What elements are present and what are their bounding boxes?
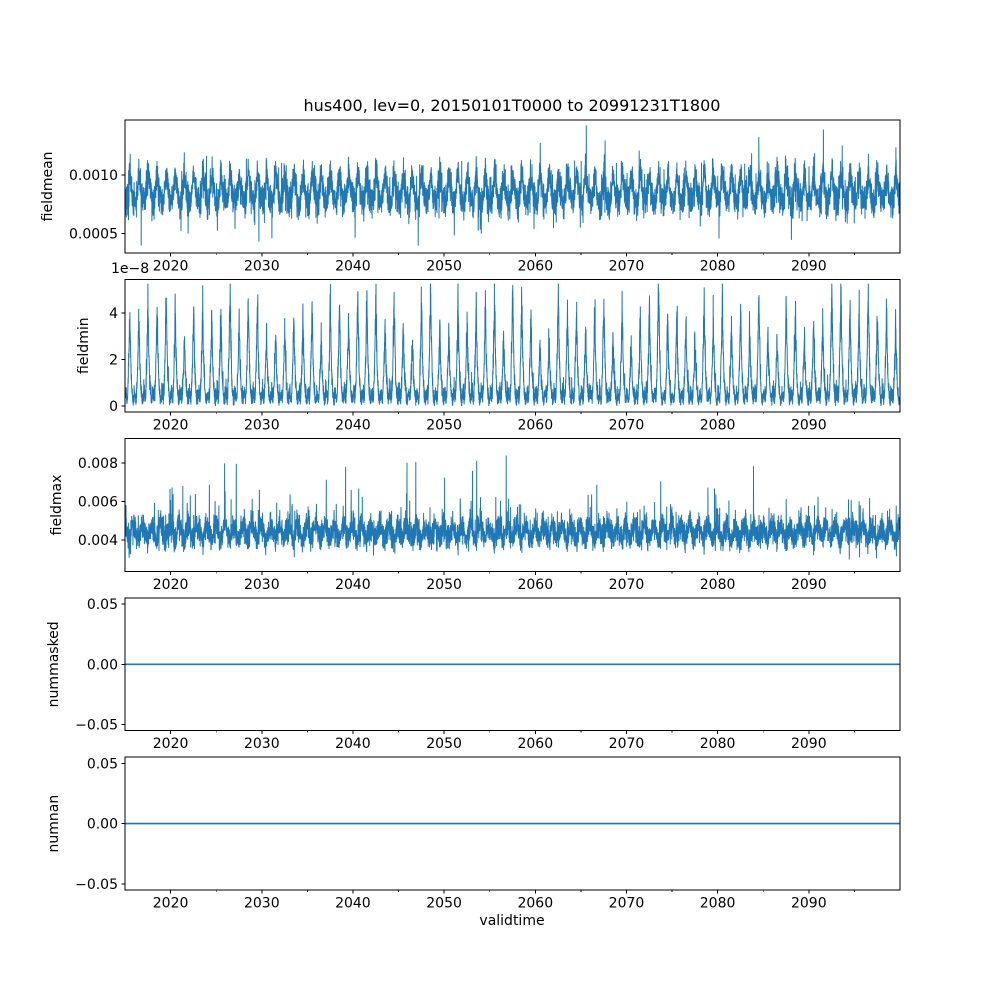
plot-border bbox=[124, 119, 901, 254]
plot-border bbox=[124, 438, 901, 572]
y-tick-label: 0.05 bbox=[87, 756, 118, 772]
y-tick-label: 0.0005 bbox=[69, 227, 118, 243]
x-tick-label: 2020 bbox=[153, 736, 189, 752]
x-tick-label: 2080 bbox=[700, 736, 736, 752]
x-tick-label: 2020 bbox=[153, 896, 189, 912]
x-tick-label: 2080 bbox=[700, 577, 736, 593]
x-tick-label: 2090 bbox=[791, 736, 827, 752]
x-tick-label: 2060 bbox=[517, 258, 553, 274]
x-tick-label: 2070 bbox=[609, 418, 645, 434]
x-tick-label: 2030 bbox=[244, 736, 280, 752]
subplot-fieldmean: 2020 2030 2040 2050 2060 2070 2080 2090 0.0005 0.… bbox=[40, 119, 901, 274]
x-tick-label: 2020 bbox=[153, 258, 189, 274]
x-tick-label: 2030 bbox=[244, 577, 280, 593]
y-tick-label: 0.004 bbox=[78, 533, 118, 549]
x-tick-label: 2090 bbox=[791, 577, 827, 593]
x-tick-label: 2070 bbox=[609, 258, 645, 274]
y-tick-label: 0.0010 bbox=[69, 168, 118, 184]
series-line-fieldmin bbox=[124, 283, 901, 407]
x-tick-label: 2040 bbox=[335, 896, 371, 912]
x-tick-label: 2090 bbox=[791, 896, 827, 912]
x-tick-label: 2080 bbox=[700, 418, 736, 434]
x-tick-label: 2050 bbox=[426, 736, 462, 752]
y-axis-label-fieldmean: fieldmean bbox=[40, 151, 56, 221]
x-tick-label: 2070 bbox=[609, 736, 645, 752]
x-tick-label: 2060 bbox=[517, 418, 553, 434]
x-tick-label: 2050 bbox=[426, 577, 462, 593]
x-tick-label: 2030 bbox=[244, 418, 280, 434]
x-tick-label: 2030 bbox=[244, 896, 280, 912]
chart-title: hus400, lev=0, 20150101T0000 to 20991231… bbox=[303, 96, 721, 115]
y-tick-label: 0.00 bbox=[87, 657, 118, 673]
x-tick-label: 2080 bbox=[700, 258, 736, 274]
x-tick-label: 2040 bbox=[335, 577, 371, 593]
x-tick-label: 2080 bbox=[700, 896, 736, 912]
y-tick-label: −0.05 bbox=[75, 718, 118, 734]
y-tick-label: 0.006 bbox=[78, 494, 118, 510]
x-tick-label: 2050 bbox=[426, 896, 462, 912]
subplot-numnan: 2020 2030 2040 2050 2060 2070 2080 2090 0.05 0.00… bbox=[46, 756, 901, 912]
y-tick-label: 0.05 bbox=[87, 597, 118, 613]
series-line-fieldmean bbox=[124, 125, 901, 246]
x-tick-label: 2040 bbox=[335, 736, 371, 752]
y-tick-label: 4 bbox=[109, 306, 118, 322]
y-tick-label: 0 bbox=[109, 399, 118, 415]
x-tick-label: 2090 bbox=[791, 418, 827, 434]
x-tick-label: 2070 bbox=[609, 896, 645, 912]
x-axis-label: validtime bbox=[479, 913, 545, 929]
subplot-fieldmin: 2020 2030 2040 2050 2060 2070 2080 2090 0 2 4 field… bbox=[76, 278, 901, 434]
x-tick-label: 2040 bbox=[335, 258, 371, 274]
y-tick-label: 0.008 bbox=[78, 456, 118, 472]
x-tick-label: 2050 bbox=[426, 258, 462, 274]
x-tick-label: 2090 bbox=[791, 258, 827, 274]
x-tick-label: 2060 bbox=[517, 736, 553, 752]
y-axis-label-numnan: numnan bbox=[46, 795, 62, 853]
x-tick-label: 2070 bbox=[609, 577, 645, 593]
x-tick-label: 2030 bbox=[244, 258, 280, 274]
plot-border bbox=[124, 278, 901, 413]
y-axis-label-nummasked: nummasked bbox=[46, 621, 62, 707]
y-axis-label-fieldmin: fieldmin bbox=[76, 317, 92, 374]
x-tick-label: 2060 bbox=[517, 896, 553, 912]
y-axis-offset-text: 1e−8 bbox=[111, 261, 150, 277]
x-tick-label: 2050 bbox=[426, 418, 462, 434]
subplot-fieldmax: 2020 2030 2040 2050 2060 2070 2080 2090 0.004 0.0… bbox=[49, 438, 901, 593]
y-tick-label: −0.05 bbox=[75, 877, 118, 893]
x-tick-label: 2060 bbox=[517, 577, 553, 593]
y-tick-label: 0.00 bbox=[87, 817, 118, 833]
x-tick-label: 2040 bbox=[335, 418, 371, 434]
subplot-nummasked: 2020 2030 2040 2050 2060 2070 2080 2090 0.05 0.00… bbox=[46, 597, 901, 752]
y-tick-label: 2 bbox=[109, 353, 118, 369]
series-line-fieldmax bbox=[124, 455, 901, 560]
x-tick-label: 2020 bbox=[153, 577, 189, 593]
x-tick-label: 2020 bbox=[153, 418, 189, 434]
y-axis-label-fieldmax: fieldmax bbox=[49, 475, 65, 536]
